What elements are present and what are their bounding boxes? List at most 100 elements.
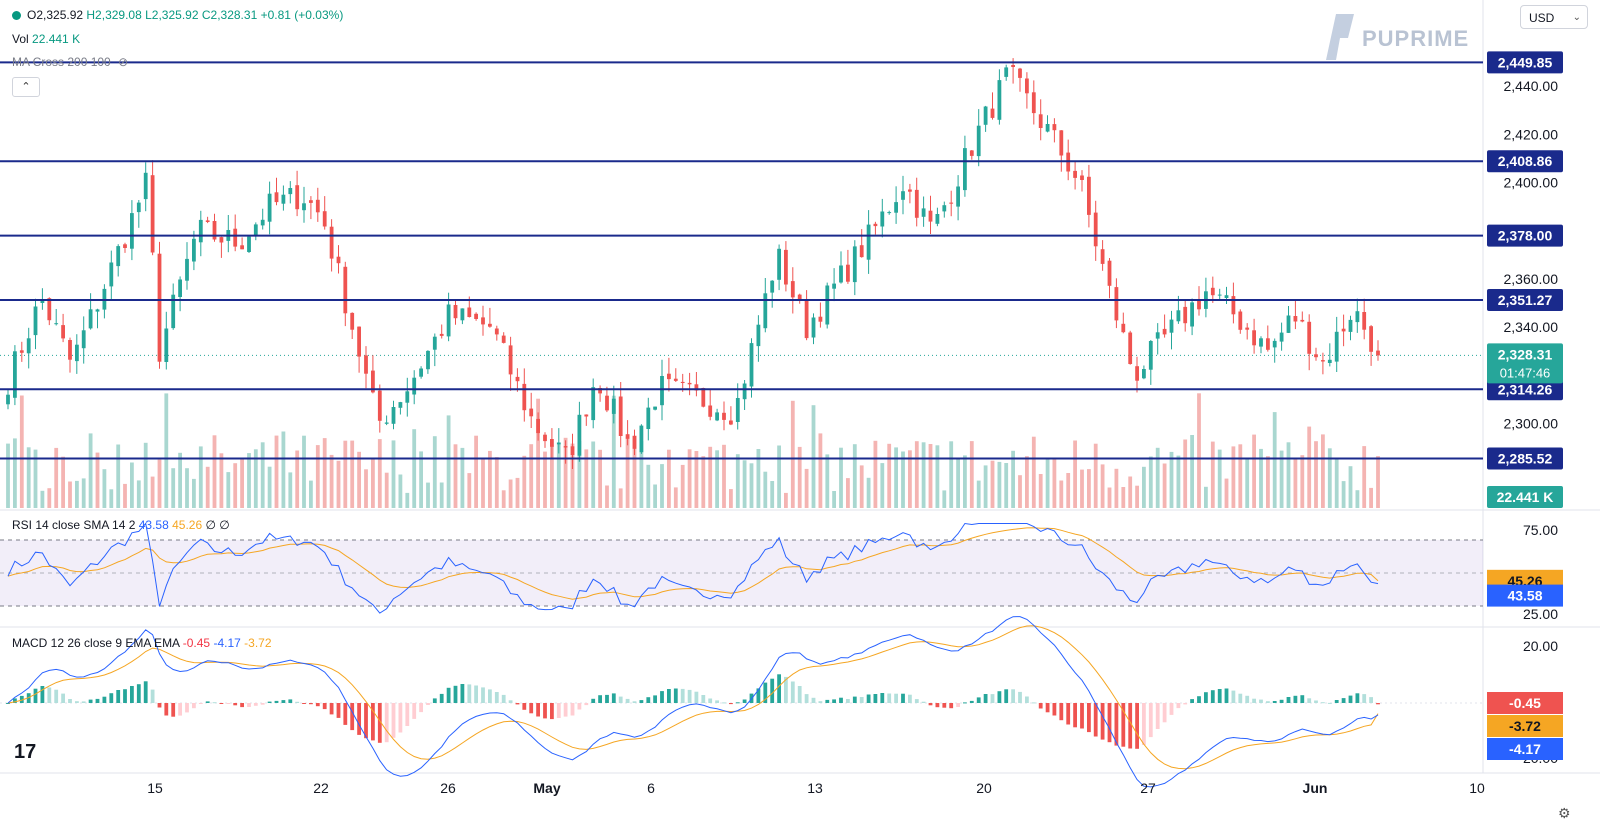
volume-bar [309, 480, 313, 508]
volume-bar [1128, 476, 1133, 508]
candle-body [756, 324, 761, 347]
collapse-legend-button[interactable]: ⌃ [12, 77, 40, 97]
candle-body [673, 378, 678, 381]
macd-histogram-bar [460, 684, 465, 703]
currency-label: USD [1529, 11, 1555, 25]
macd-histogram-bar [1183, 703, 1188, 705]
volume-bar [1238, 444, 1243, 508]
candle [336, 245, 341, 274]
volume-bar [618, 488, 623, 508]
volume-bar [667, 449, 671, 508]
volume-bar [770, 481, 775, 508]
rsi-tick-label: 25.00 [1523, 606, 1558, 622]
volume-bar [19, 395, 24, 508]
volume-bar [790, 400, 795, 508]
macd-histogram-bar [384, 703, 389, 743]
candle [95, 308, 100, 329]
candle [997, 69, 1002, 125]
candle-body [302, 203, 306, 211]
macd-histogram-bar [247, 703, 251, 707]
macd-histogram-bar [474, 685, 478, 703]
macd-hist-badge [1487, 692, 1563, 714]
candle-body [1025, 78, 1029, 94]
macd-histogram-bar [1018, 691, 1022, 703]
candle [47, 297, 52, 326]
candle-body [68, 340, 72, 360]
volume-bar [1341, 481, 1346, 508]
candle-body [1286, 315, 1291, 333]
tradingview-logo[interactable]: 17 [14, 741, 37, 763]
volume-bar [632, 435, 637, 508]
candle-body [625, 434, 630, 439]
macd-histogram-bar [1307, 698, 1312, 703]
volume-bar [1155, 447, 1160, 508]
candle [605, 386, 609, 413]
candle [364, 346, 368, 389]
macd-histogram-bar [130, 686, 134, 703]
macd-histogram-bar [618, 696, 623, 703]
candle-body [281, 194, 286, 204]
macd-histogram-bar [1362, 694, 1367, 703]
price-tick-label: 2,400.00 [1504, 175, 1559, 191]
macd-signal-badge [1487, 715, 1563, 737]
candle [1362, 298, 1367, 340]
volume-bar [866, 477, 871, 508]
volume-bar [832, 491, 836, 508]
macd-histogram-bar [763, 682, 768, 703]
macd-histogram-bar [735, 702, 740, 704]
macd-histogram-bar [508, 700, 513, 703]
candle-body [811, 317, 816, 338]
eye-hidden-icon[interactable]: ⊘ [118, 55, 129, 69]
candle [1087, 164, 1091, 228]
currency-select[interactable]: USD ⌄ [1520, 5, 1588, 29]
macd-histogram-bar [1155, 703, 1160, 729]
candle-body [1142, 369, 1146, 379]
price-level-label: 2,285.52 [1498, 451, 1553, 467]
volume-bar [116, 444, 121, 508]
macd-histogram-bar [1231, 690, 1236, 703]
candle-body [357, 326, 361, 357]
price-level-badge [1487, 378, 1563, 401]
candle [694, 372, 699, 397]
candle [247, 235, 251, 253]
candle [68, 337, 72, 373]
candle [350, 312, 355, 339]
macd-histogram-bar [1321, 702, 1325, 704]
volume-bar [735, 454, 740, 508]
macd-histogram-bar [1066, 703, 1071, 725]
macd-histogram-bar [61, 693, 65, 703]
macd-histogram [6, 674, 1380, 749]
candle-body [1169, 319, 1174, 333]
macd-histogram-bar [192, 703, 196, 709]
high-value: H2,329.08 [86, 8, 142, 22]
candle [618, 382, 623, 448]
macd-histogram-bar [1355, 693, 1360, 703]
candle-body [818, 316, 823, 322]
macd-histogram-bar [625, 698, 630, 703]
macd-histogram-bar [935, 703, 940, 708]
macd-histogram-bar [391, 703, 396, 738]
candle [756, 315, 761, 362]
macd-histogram-bar [1128, 703, 1133, 749]
candle-body [288, 188, 293, 195]
gear-icon[interactable]: ⚙ [1558, 805, 1571, 821]
ma-legend[interactable]: MA Cross 200 100 ⊘ [12, 55, 128, 69]
candle [790, 267, 795, 314]
price-level-badge [1487, 289, 1563, 312]
volume-bar [377, 439, 382, 508]
candle [784, 241, 788, 292]
volume-bar [439, 482, 444, 508]
macd-histogram-bar [1169, 703, 1174, 715]
candle [921, 196, 926, 227]
rsi-badge [1487, 584, 1563, 607]
macd-histogram-bar [976, 697, 981, 703]
candle [253, 222, 258, 241]
candle [309, 196, 313, 220]
macd-histogram-bar [1045, 703, 1050, 713]
candle [343, 261, 348, 327]
macd-histogram-bar [880, 693, 885, 703]
candle-body [852, 246, 857, 283]
candle-body [253, 224, 258, 237]
macd-histogram-bar [54, 689, 59, 703]
